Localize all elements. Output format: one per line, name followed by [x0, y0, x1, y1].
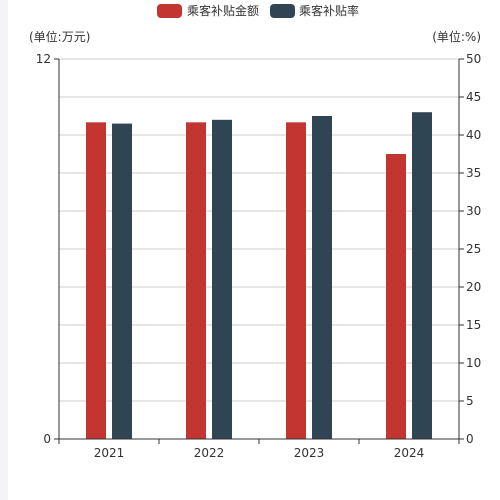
bar-subsidy-rate-2024[interactable]: [412, 112, 432, 439]
bar-subsidy-rate-2022[interactable]: [212, 119, 232, 440]
y-left-axis-title: (单位:万元): [29, 29, 90, 44]
legend: 乘客补贴金额 乘客补贴率: [157, 3, 359, 18]
legend-label-subsidy-amount[interactable]: 乘客补贴金额: [187, 3, 259, 18]
y-right-tick-label: 35: [466, 166, 481, 180]
y-right-tick-label: 10: [466, 356, 481, 370]
bar-subsidy-amount-2024[interactable]: [386, 154, 406, 439]
y-right-tick-label: 50: [466, 52, 481, 66]
y-right-tick-label: 45: [466, 90, 481, 104]
x-tick-label: 2022: [194, 446, 225, 460]
bar-subsidy-amount-2021[interactable]: [86, 122, 106, 439]
y-left-tick-label: 12: [36, 52, 51, 66]
y-left-tick-label: 0: [43, 432, 51, 446]
legend-swatch-subsidy-amount[interactable]: [157, 4, 182, 18]
bar-subsidy-amount-2023[interactable]: [286, 122, 306, 439]
legend-label-subsidy-rate[interactable]: 乘客补贴率: [299, 3, 359, 18]
y-right-tick-label: 20: [466, 280, 481, 294]
x-tick-label: 2023: [294, 446, 325, 460]
bar-subsidy-rate-2023[interactable]: [312, 116, 332, 439]
x-tick-label: 2021: [94, 446, 125, 460]
y-right-tick-label: 40: [466, 128, 481, 142]
y-right-tick-label: 0: [466, 432, 474, 446]
bar-subsidy-rate-2021[interactable]: [112, 123, 132, 439]
y-right-tick-label: 15: [466, 318, 481, 332]
bars: [86, 112, 432, 440]
x-tick-label: 2024: [394, 446, 425, 460]
y-right-tick-label: 25: [466, 242, 481, 256]
bar-subsidy-amount-2022[interactable]: [186, 122, 206, 439]
axes: 0 5 10 15 20 25 30 35 40 45 50 0 12 2021 2022 2023 2024: [36, 52, 482, 460]
y-right-tick-label: 30: [466, 204, 481, 218]
y-right-tick-label: 5: [466, 394, 474, 408]
y-right-axis-title: (单位:%): [432, 29, 481, 44]
legend-swatch-subsidy-rate[interactable]: [270, 4, 295, 18]
